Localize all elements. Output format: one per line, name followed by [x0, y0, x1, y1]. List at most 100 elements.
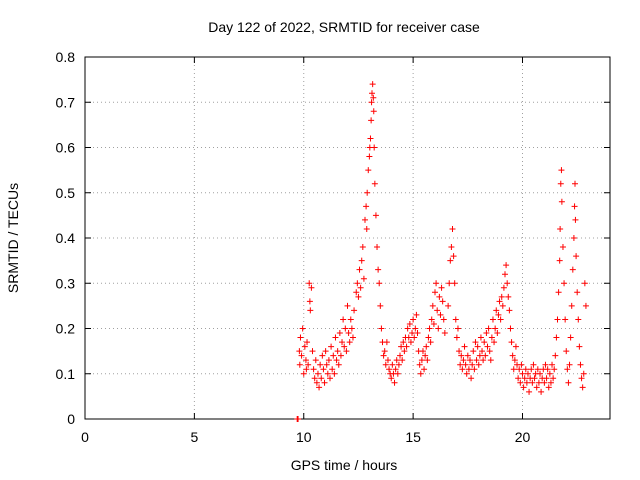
data-point [499, 302, 506, 309]
data-point [451, 280, 458, 287]
data-point [546, 370, 553, 377]
data-point [374, 244, 381, 251]
data-point [333, 357, 340, 364]
data-point [325, 357, 332, 364]
data-point [551, 366, 558, 373]
data-point [300, 370, 307, 377]
data-point [440, 316, 447, 323]
data-point [296, 348, 303, 355]
data-point [346, 339, 353, 346]
data-point [302, 357, 309, 364]
data-point [448, 244, 455, 251]
data-point [366, 153, 373, 160]
data-point [494, 330, 501, 337]
data-point [493, 307, 500, 314]
data-point [454, 325, 461, 332]
data-point [502, 271, 508, 278]
data-point [419, 348, 426, 355]
data-point [362, 216, 368, 223]
data-point [426, 325, 433, 332]
data-point [511, 357, 518, 364]
data-point [545, 384, 552, 391]
data-point [544, 366, 551, 373]
data-point [330, 352, 337, 359]
data-point [552, 352, 559, 359]
data-point [417, 370, 424, 377]
data-point [311, 375, 318, 382]
data-point [542, 361, 549, 368]
data-point [429, 302, 436, 309]
data-point [341, 343, 348, 350]
data-point [557, 180, 564, 187]
data-point [322, 348, 329, 355]
data-point [432, 289, 438, 296]
data-point [375, 266, 382, 273]
data-point [394, 370, 401, 377]
data-point [533, 384, 540, 391]
data-point [467, 357, 473, 364]
data-point [406, 320, 413, 327]
data-point [537, 370, 543, 377]
data-point [453, 334, 460, 341]
data-point [336, 330, 343, 337]
data-point [508, 339, 515, 346]
data-point [482, 352, 489, 359]
data-point [305, 361, 312, 368]
data-point [489, 316, 496, 323]
data-point [507, 325, 514, 332]
data-point [528, 366, 535, 373]
data-point [529, 379, 536, 386]
data-point [488, 334, 495, 341]
y-tick-label: 0.1 [56, 366, 76, 382]
data-point [522, 366, 529, 373]
data-point [368, 117, 375, 124]
data-point [416, 361, 423, 368]
data-point [487, 357, 494, 364]
data-point [571, 203, 578, 210]
data-point [470, 348, 477, 355]
data-point [316, 384, 323, 391]
data-point [388, 375, 395, 382]
data-point [566, 361, 573, 368]
data-point [344, 302, 351, 309]
data-point [561, 280, 568, 287]
data-point [304, 339, 311, 346]
x-tick-label: 15 [405, 429, 421, 445]
data-point [543, 375, 550, 382]
data-point [579, 384, 586, 391]
data-point [345, 330, 352, 337]
data-point [363, 203, 370, 210]
data-point [386, 366, 393, 373]
data-point [328, 343, 335, 350]
data-point [445, 302, 452, 309]
y-tick-label: 0.4 [56, 230, 76, 246]
data-point [397, 352, 403, 359]
data-point [410, 316, 417, 323]
data-point [337, 352, 344, 359]
data-point [308, 284, 315, 291]
data-point [383, 339, 390, 346]
data-point [354, 280, 361, 287]
data-point [301, 343, 308, 350]
data-point [518, 361, 525, 368]
data-point [318, 375, 325, 382]
data-point [392, 366, 399, 373]
y-tick-labels: 0 0.1 0.2 0.3 0.4 0.5 0.6 0.7 0.8 [56, 49, 76, 427]
data-point [399, 357, 406, 364]
data-point [421, 366, 428, 373]
data-point [365, 167, 372, 174]
data-point [580, 370, 587, 377]
data-point [413, 311, 420, 318]
y-tick-label: 0.8 [56, 49, 76, 65]
data-point [473, 357, 480, 364]
data-point [450, 253, 457, 260]
data-point [340, 316, 347, 323]
data-point [495, 311, 502, 318]
data-point [582, 302, 589, 309]
data-point [572, 216, 579, 223]
data-point [563, 348, 570, 355]
data-point [412, 325, 419, 332]
data-point [575, 316, 582, 323]
data-point [521, 375, 528, 382]
